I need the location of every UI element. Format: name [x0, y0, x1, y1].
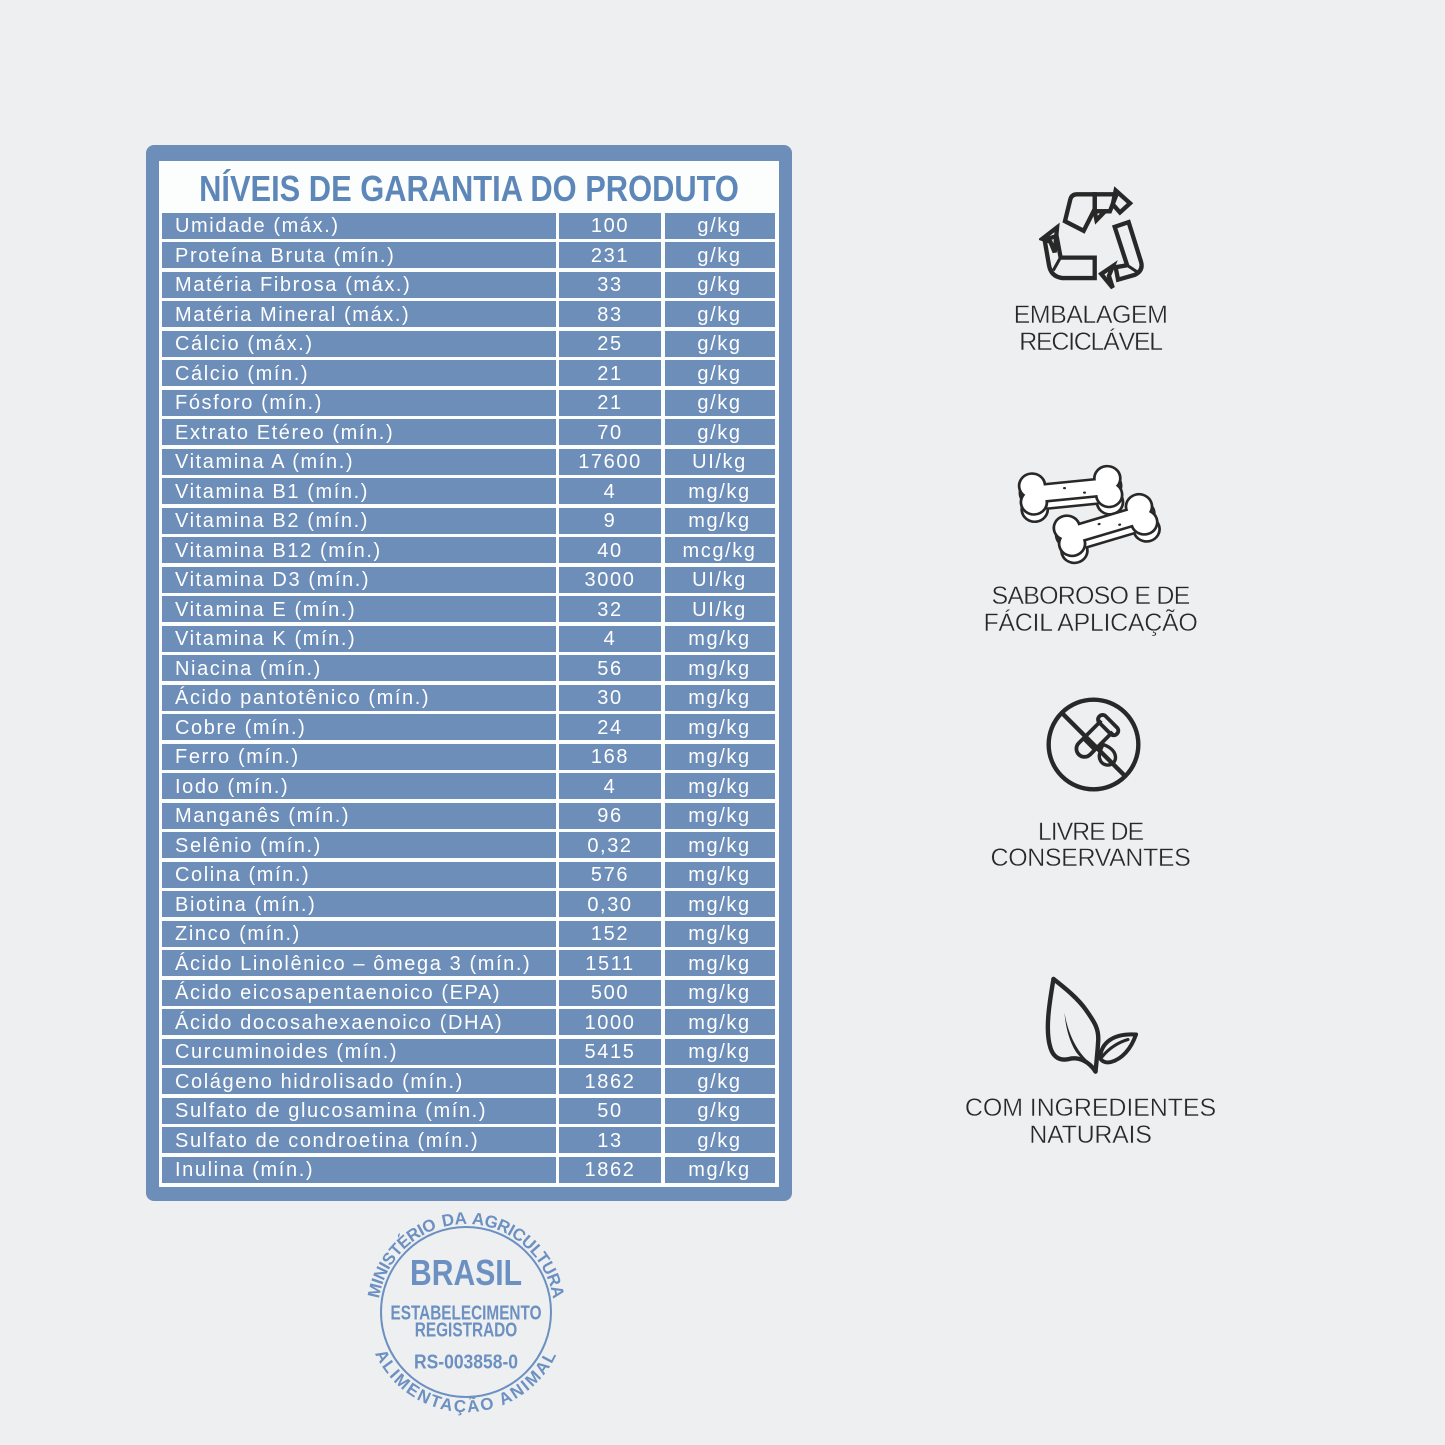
svg-text:REGISTRADO: REGISTRADO	[415, 1318, 518, 1341]
svg-text:RS-003858-0: RS-003858-0	[414, 1350, 518, 1373]
svg-text:BRASIL: BRASIL	[410, 1252, 522, 1293]
svg-text:ESTABELECIMENTO: ESTABELECIMENTO	[391, 1302, 542, 1325]
